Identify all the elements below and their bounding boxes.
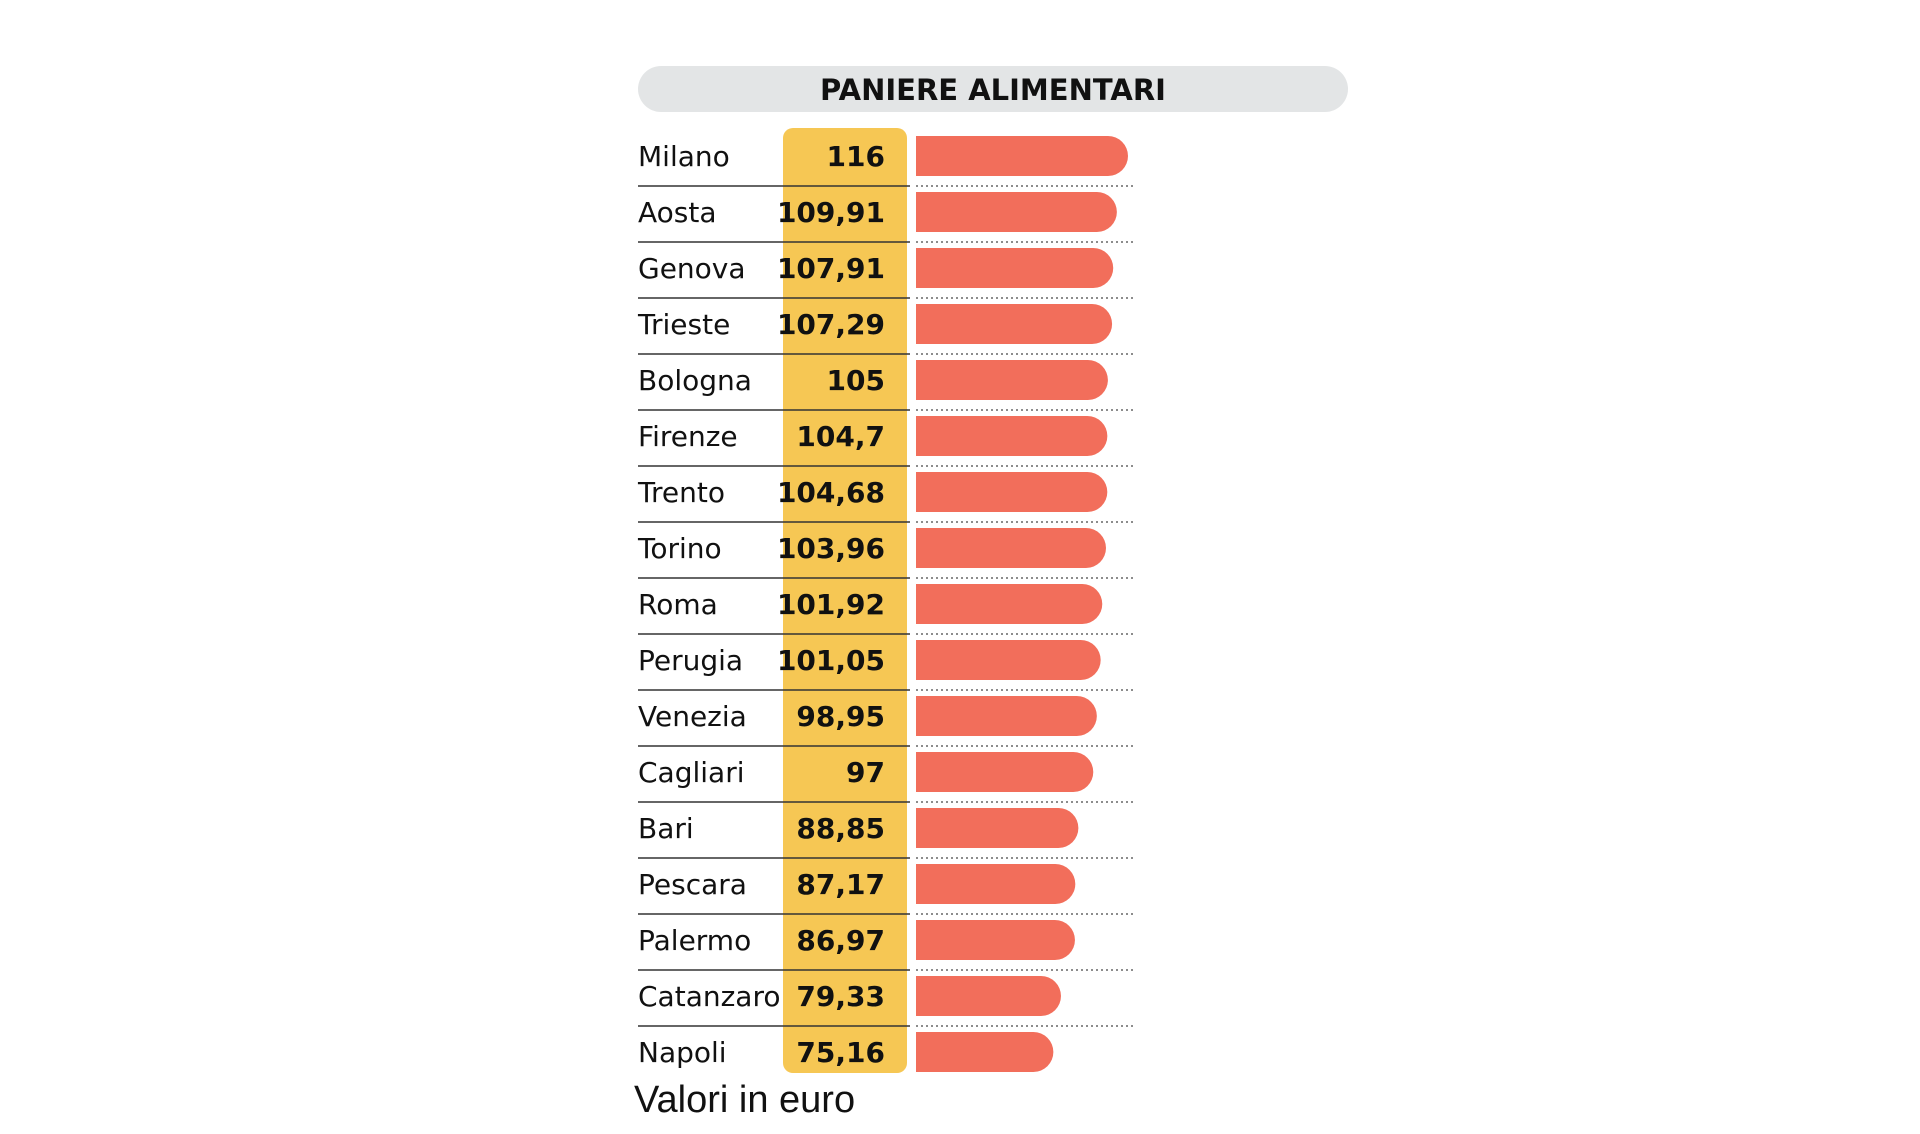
table-row: Bologna 105 xyxy=(638,360,1134,411)
bar xyxy=(916,696,1097,736)
city-label: Torino xyxy=(637,532,722,565)
value-label: 79,33 xyxy=(796,980,885,1013)
value-column xyxy=(783,128,907,1073)
value-label: 104,7 xyxy=(796,420,885,453)
table-row: Torino 103,96 xyxy=(637,528,1134,579)
table-row: Trento 104,68 xyxy=(637,472,1134,523)
table-row: Napoli 75,16 xyxy=(638,1032,1054,1072)
city-label: Napoli xyxy=(638,1036,727,1069)
value-label: 101,05 xyxy=(777,644,885,677)
table-row: Cagliari 97 xyxy=(638,752,1134,803)
table-row: Pescara 87,17 xyxy=(638,864,1134,915)
value-label: 98,95 xyxy=(796,700,885,733)
bar xyxy=(916,808,1079,848)
city-label: Roma xyxy=(638,588,718,621)
bar xyxy=(916,192,1117,232)
bar xyxy=(916,304,1113,344)
bar xyxy=(916,360,1108,400)
table-row: Palermo 86,97 xyxy=(638,920,1134,971)
city-label: Pescara xyxy=(638,868,747,901)
table-row: Bari 88,85 xyxy=(638,808,1134,859)
bar xyxy=(916,864,1076,904)
table-row: Catanzaro 79,33 xyxy=(638,976,1134,1027)
value-label: 105 xyxy=(827,364,885,397)
city-label: Cagliari xyxy=(638,756,745,789)
city-label: Aosta xyxy=(638,196,717,229)
city-label: Trieste xyxy=(637,308,730,341)
value-label: 101,92 xyxy=(777,588,885,621)
value-label: 107,91 xyxy=(777,252,885,285)
bar xyxy=(916,1032,1054,1072)
bar xyxy=(916,640,1101,680)
city-label: Perugia xyxy=(638,644,743,677)
bar xyxy=(916,472,1108,512)
bar xyxy=(916,976,1061,1016)
value-label: 87,17 xyxy=(796,868,885,901)
city-label: Genova xyxy=(638,252,746,285)
table-row: Aosta 109,91 xyxy=(638,192,1134,243)
table-row: Venezia 98,95 xyxy=(638,696,1134,747)
bar xyxy=(916,584,1103,624)
table-row: Perugia 101,05 xyxy=(638,640,1134,691)
value-label: 103,96 xyxy=(777,532,885,565)
table-row: Roma 101,92 xyxy=(638,584,1134,635)
table-row: Trieste 107,29 xyxy=(637,304,1134,355)
value-label: 75,16 xyxy=(796,1036,885,1069)
bar xyxy=(916,136,1128,176)
rows: Milano 116 Aosta 109,91 Genova 107,91 Trieste 1… xyxy=(637,136,1134,1072)
city-label: Venezia xyxy=(638,700,747,733)
bar xyxy=(916,920,1075,960)
city-label: Palermo xyxy=(638,924,751,957)
value-label: 109,91 xyxy=(777,196,885,229)
bar xyxy=(916,248,1114,288)
table-row: Firenze 104,7 xyxy=(638,416,1134,467)
table-row: Genova 107,91 xyxy=(638,248,1134,299)
value-label: 88,85 xyxy=(796,812,885,845)
city-label: Bologna xyxy=(638,364,752,397)
table-row: Milano 116 xyxy=(638,136,1134,187)
city-label: Catanzaro xyxy=(638,980,780,1013)
city-label: Trento xyxy=(637,476,725,509)
title-band: PANIERE ALIMENTARI xyxy=(638,66,1348,112)
chart-title: PANIERE ALIMENTARI xyxy=(820,73,1166,107)
value-label: 104,68 xyxy=(777,476,885,509)
note-text: Valori in euro xyxy=(634,1079,855,1121)
value-label: 97 xyxy=(846,756,885,789)
bar xyxy=(916,752,1094,792)
bar xyxy=(916,528,1106,568)
city-label: Firenze xyxy=(638,420,738,453)
value-label: 107,29 xyxy=(777,308,885,341)
value-label: 116 xyxy=(827,140,885,173)
title-band-background xyxy=(638,66,1348,112)
city-label: Bari xyxy=(638,812,694,845)
city-label: Milano xyxy=(638,140,730,173)
bar xyxy=(916,416,1108,457)
value-label: 86,97 xyxy=(796,924,885,957)
